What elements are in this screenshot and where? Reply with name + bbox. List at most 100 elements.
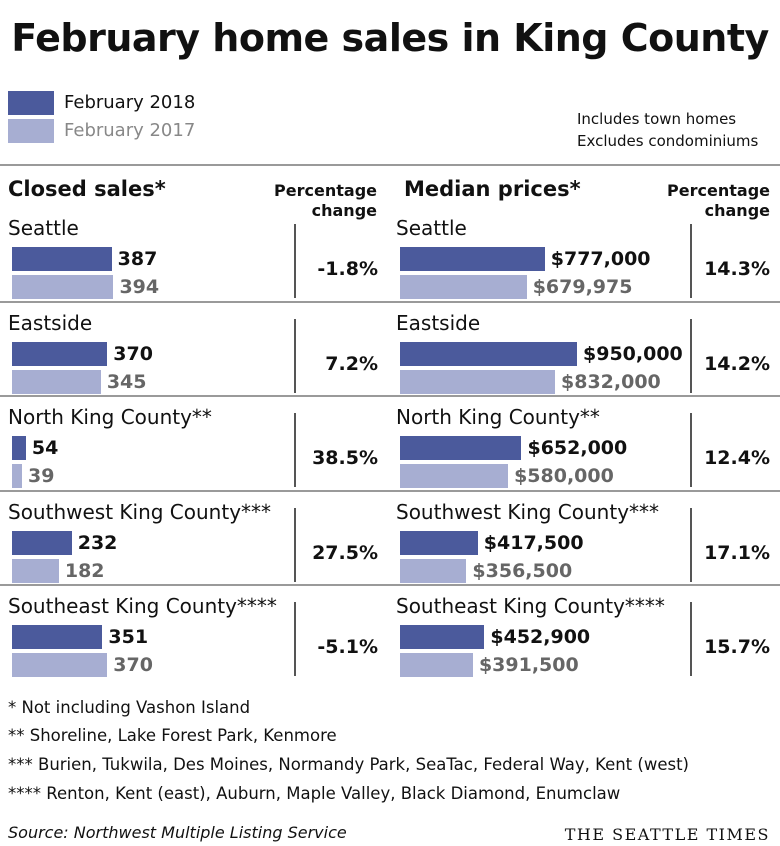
median-price-pct-change: 17.1%	[704, 541, 770, 564]
median-price-bar-2018	[400, 436, 522, 460]
median-price-region-label: North King County**	[396, 405, 600, 429]
median-price-value-2017: $679,975	[532, 276, 633, 298]
closed-sales-separator	[294, 318, 296, 393]
row-divider	[0, 584, 390, 586]
closed-sales-bar-2017	[12, 464, 23, 488]
row-divider	[390, 395, 780, 397]
median-price-bar-2018	[400, 247, 545, 271]
row-divider	[390, 300, 780, 303]
legend-swatch-2018	[8, 91, 54, 115]
median-price-pct-change: 14.2%	[704, 352, 770, 375]
closed-sales-pct-heading: Percentage change	[260, 181, 377, 221]
median-price-region-label: Eastside	[396, 310, 481, 335]
median-price-region-label: Southeast King County****	[396, 594, 665, 618]
pct-heading-line2: change	[311, 201, 377, 220]
closed-sales-separator	[294, 602, 296, 676]
footnote-4: **** Renton, Kent (east), Auburn, Maple …	[8, 784, 621, 803]
closed-sales-value-2017: 370	[113, 654, 153, 676]
median-price-separator	[690, 413, 692, 487]
row-divider	[390, 489, 780, 492]
closed-sales-value-2017: 39	[28, 465, 55, 487]
closed-sales-bar-2018	[12, 625, 103, 649]
closed-sales-separator	[294, 413, 296, 487]
median-price-bar-2017	[400, 464, 509, 488]
median-price-bar-2017	[400, 369, 555, 394]
median-price-value-2017: $356,500	[472, 559, 573, 582]
median-price-bar-2017	[400, 558, 467, 583]
closed-sales-bar-2017	[12, 275, 114, 299]
closed-sales-value-2017: 394	[119, 276, 160, 298]
closed-sales-bar-2018	[12, 247, 112, 271]
median-price-separator	[690, 602, 692, 676]
closed-sales-bar-2018	[12, 436, 26, 460]
pct-heading-line1: Percentage	[274, 181, 377, 200]
median-price-separator	[690, 507, 692, 582]
closed-sales-pct-change: 38.5%	[312, 447, 378, 469]
median-price-value-2018: $452,900	[490, 626, 591, 648]
median-price-region-label: Seattle	[396, 216, 467, 240]
closed-sales-bar-2017	[12, 653, 108, 677]
closed-sales-bar-2018	[12, 530, 72, 555]
closed-sales-value-2018: 387	[117, 248, 158, 270]
closed-sales-value-2018: 351	[108, 626, 149, 648]
closed-sales-pct-change: 7.2%	[325, 352, 378, 375]
closed-sales-value-2018: 54	[31, 437, 59, 459]
source-note: Source: Northwest Multiple Listing Servi…	[8, 823, 347, 842]
closed-sales-region-label: North King County**	[8, 405, 212, 429]
footnote-2: ** Shoreline, Lake Forest Park, Kenmore	[8, 726, 337, 745]
median-price-value-2018: $777,000	[550, 248, 651, 270]
median-prices-pct-heading: Percentage change	[650, 181, 770, 221]
median-price-bar-2018	[400, 341, 577, 366]
note-townhomes: Includes town homes	[577, 110, 737, 128]
closed-sales-bar-2017	[12, 369, 101, 394]
closed-sales-value-2017: 182	[64, 559, 105, 582]
median-price-value-2018: $652,000	[527, 437, 628, 459]
median-price-separator	[690, 224, 692, 298]
median-price-value-2017: $832,000	[561, 370, 661, 393]
median-price-value-2017: $580,000	[514, 465, 614, 487]
row-divider	[0, 489, 390, 492]
closed-sales-separator	[294, 224, 296, 298]
row-divider	[0, 395, 390, 397]
closed-sales-region-label: Southwest King County***	[8, 499, 272, 524]
row-divider	[0, 300, 390, 303]
median-price-bar-2017	[400, 275, 527, 299]
pct-heading-line2: change	[704, 201, 770, 220]
median-prices-heading: Median prices*	[404, 177, 581, 201]
closed-sales-value-2018: 370	[113, 342, 153, 365]
footnote-1: * Not including Vashon Island	[8, 698, 251, 717]
median-price-separator	[690, 318, 692, 393]
closed-sales-pct-change: -1.8%	[317, 258, 378, 280]
legend-swatch-2017	[8, 119, 54, 143]
closed-sales-region-label: Seattle	[8, 216, 79, 240]
closed-sales-region-label: Eastside	[8, 310, 93, 335]
closed-sales-heading: Closed sales*	[8, 177, 166, 201]
median-price-value-2017: $391,500	[478, 654, 579, 676]
closed-sales-separator	[294, 507, 296, 582]
footnote-3: *** Burien, Tukwila, Des Moines, Normand…	[8, 755, 689, 774]
median-price-value-2018: $417,500	[483, 531, 584, 554]
median-price-value-2018: $950,000	[583, 342, 683, 365]
header-rule	[0, 164, 780, 166]
legend-label-2017: February 2017	[64, 120, 196, 141]
median-price-pct-change: 14.3%	[704, 258, 770, 280]
median-price-bar-2017	[400, 653, 473, 677]
note-condos: Excludes condominiums	[577, 132, 759, 150]
closed-sales-region-label: Southeast King County****	[8, 594, 277, 618]
closed-sales-pct-change: 27.5%	[312, 541, 378, 564]
closed-sales-pct-change: -5.1%	[317, 636, 378, 658]
median-price-pct-change: 12.4%	[704, 447, 770, 469]
row-divider	[390, 584, 780, 586]
closed-sales-bar-2018	[12, 341, 108, 366]
chart-title: February home sales in King County	[11, 16, 769, 60]
median-price-bar-2018	[400, 625, 485, 649]
median-price-bar-2018	[400, 530, 478, 555]
median-price-pct-change: 15.7%	[704, 636, 770, 658]
median-price-region-label: Southwest King County***	[396, 499, 660, 524]
legend-label-2018: February 2018	[64, 92, 196, 113]
closed-sales-bar-2017	[12, 558, 59, 583]
pct-heading-line1: Percentage	[667, 181, 770, 200]
closed-sales-value-2018: 232	[77, 531, 118, 554]
closed-sales-value-2017: 345	[106, 370, 147, 393]
publisher-logo: THE SEATTLE TIMES	[564, 825, 770, 844]
